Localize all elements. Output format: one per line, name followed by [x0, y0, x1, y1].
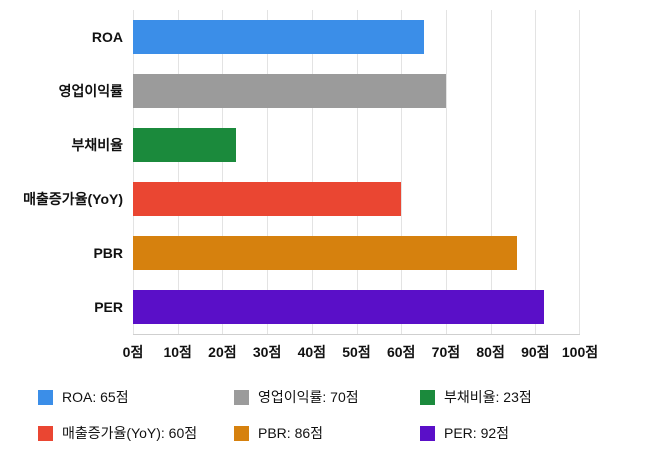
bar-row — [133, 280, 580, 334]
bar — [133, 128, 236, 162]
x-tick-label: 60점 — [386, 344, 416, 360]
bar — [133, 236, 518, 270]
bars — [133, 10, 580, 334]
gridline — [356, 10, 358, 334]
legend-swatch-icon — [234, 389, 249, 405]
legend-label: 매출증가율(YoY): 60점 — [62, 425, 198, 441]
legend-label: ROA: 65점 — [62, 389, 129, 405]
legend-item: ROA: 65점 — [38, 387, 234, 407]
x-tick-label: 20점 — [208, 344, 237, 360]
gridline — [267, 10, 269, 334]
gridline — [133, 10, 134, 334]
gridline — [579, 10, 580, 334]
x-tick-label: 40점 — [297, 344, 327, 360]
gridline — [177, 10, 179, 334]
legend-swatch-icon — [420, 425, 435, 441]
bar — [133, 290, 545, 324]
x-tick-label: 50점 — [342, 344, 371, 360]
category-label: ROA — [91, 29, 123, 45]
legend-item: 매출증가율(YoY): 60점 — [38, 423, 234, 443]
bar-row — [133, 172, 580, 226]
legend-item: PER: 92점 — [420, 423, 650, 443]
x-tick-label: 30점 — [252, 344, 282, 360]
gridline — [401, 10, 403, 334]
legend-item: 영업이익률: 70점 — [234, 387, 420, 407]
legend-swatch-icon — [234, 425, 249, 441]
legend-swatch-icon — [38, 425, 53, 441]
legend-label: PER: 92점 — [444, 425, 510, 441]
x-tick-label: 70점 — [431, 344, 461, 360]
bar — [133, 182, 402, 216]
gridlines — [133, 10, 580, 334]
gridline — [490, 10, 492, 334]
legend-label: 부채비율: 23점 — [444, 389, 532, 405]
bar-row — [133, 10, 580, 64]
bar-row — [133, 118, 580, 172]
x-tick-label: 100점 — [561, 344, 599, 360]
x-tick-label: 80점 — [476, 344, 505, 360]
x-tick-label: 0점 — [122, 344, 144, 360]
bar-row — [133, 226, 580, 280]
gridline — [222, 10, 224, 334]
x-tick-label: 10점 — [163, 344, 192, 360]
bar-row — [133, 64, 580, 118]
bar — [133, 74, 446, 108]
legend-item: 부채비율: 23점 — [420, 387, 650, 407]
legend-label: 영업이익률: 70점 — [258, 389, 359, 405]
category-label: 영업이익률 — [58, 83, 123, 99]
legend-swatch-icon — [38, 389, 53, 405]
gridline — [445, 10, 447, 334]
gridline — [311, 10, 313, 334]
legend-swatch-icon — [420, 389, 435, 405]
legend-item: PBR: 86점 — [234, 423, 420, 443]
gridline — [535, 10, 537, 334]
x-axis: 0점 10점 20점 30점 40점 50점 60점 70점 80점 90점 100점 — [123, 335, 598, 365]
category-label: 매출증가율(YoY) — [23, 191, 123, 207]
x-tick-label: 90점 — [521, 344, 550, 360]
category-label: PBR — [93, 245, 123, 261]
category-label: PER — [94, 299, 123, 315]
track-area — [133, 10, 580, 335]
legend-label: PBR: 86점 — [258, 425, 324, 441]
bar — [133, 20, 424, 54]
category-label: 부채비율 — [71, 137, 123, 153]
